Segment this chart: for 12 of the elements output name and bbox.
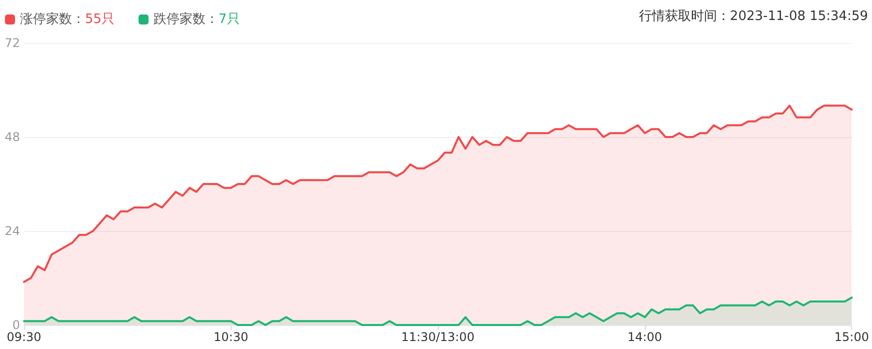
x-tick-label: 09:30 (6, 330, 42, 344)
text: 行情获取时间：2023-11-08 15:34:59 (638, 9, 868, 24)
y-tick-label: 48 (4, 130, 20, 144)
x-tick-label: 10:30 (214, 330, 248, 344)
legend-label: 跌停家数：7只 (154, 11, 240, 27)
y-tick-label: 0 (12, 318, 20, 332)
y-tick-label: 24 (4, 224, 20, 238)
y-tick-label: 72 (4, 36, 20, 50)
x-tick-label: 15:00 (834, 330, 870, 344)
x-tick-label: 14:00 (627, 330, 662, 344)
legend-label: 涨停家数：55只 (20, 11, 115, 27)
x-tick-label: 11:30/13:00 (401, 330, 474, 344)
